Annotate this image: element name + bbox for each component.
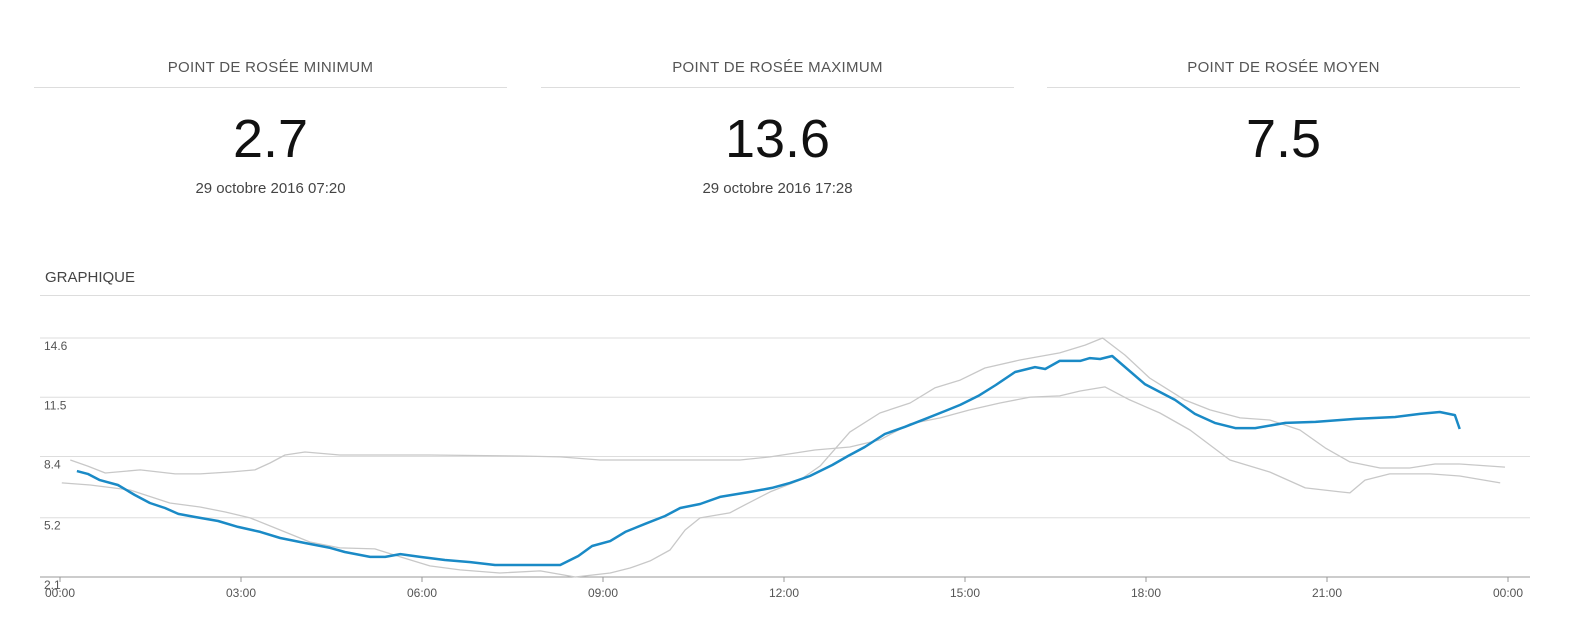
y-tick-label: 2.1 xyxy=(44,578,61,592)
line xyxy=(76,354,1461,567)
x-tick-label: 00:00 xyxy=(1493,586,1523,600)
stat-date: 29 octobre 2016 17:28 xyxy=(702,180,853,197)
x-tick-label: 03:00 xyxy=(226,586,256,600)
y-tick-label: 8.4 xyxy=(44,458,61,472)
x-tick-label: 09:00 xyxy=(588,586,618,600)
stat-title: POINT DE ROSÉE MINIMUM xyxy=(34,56,507,88)
stat-card: POINT DE ROSÉE MOYEN 7.5 xyxy=(1047,56,1520,170)
stat-date: 29 octobre 2016 07:20 xyxy=(195,180,346,197)
x-tick-label: 00:00 xyxy=(45,586,75,600)
stat-title: POINT DE ROSÉE MAXIMUM xyxy=(541,56,1014,88)
stat-title: POINT DE ROSÉE MOYEN xyxy=(1047,56,1520,88)
line xyxy=(70,386,1501,494)
x-tick-label: 06:00 xyxy=(407,586,437,600)
chart-title: GRAPHIQUE xyxy=(45,269,135,286)
stat-card: POINT DE ROSÉE MAXIMUM 13.6 29 octobre 2… xyxy=(541,56,1014,197)
x-tick-label: 15:00 xyxy=(950,586,980,600)
y-tick-label: 5.2 xyxy=(44,519,61,533)
line xyxy=(61,337,1506,578)
x-tick-label: 12:00 xyxy=(769,586,799,600)
stat-card: POINT DE ROSÉE MINIMUM 2.7 29 octobre 20… xyxy=(34,56,507,197)
x-tick-label: 21:00 xyxy=(1312,586,1342,600)
stat-value: 13.6 xyxy=(724,109,831,169)
stat-value: 2.7 xyxy=(232,109,309,169)
y-tick-label: 14.6 xyxy=(44,339,68,353)
stat-value: 7.5 xyxy=(1245,109,1322,169)
x-tick-label: 18:00 xyxy=(1131,586,1161,600)
y-tick-label: 11.5 xyxy=(44,398,67,412)
